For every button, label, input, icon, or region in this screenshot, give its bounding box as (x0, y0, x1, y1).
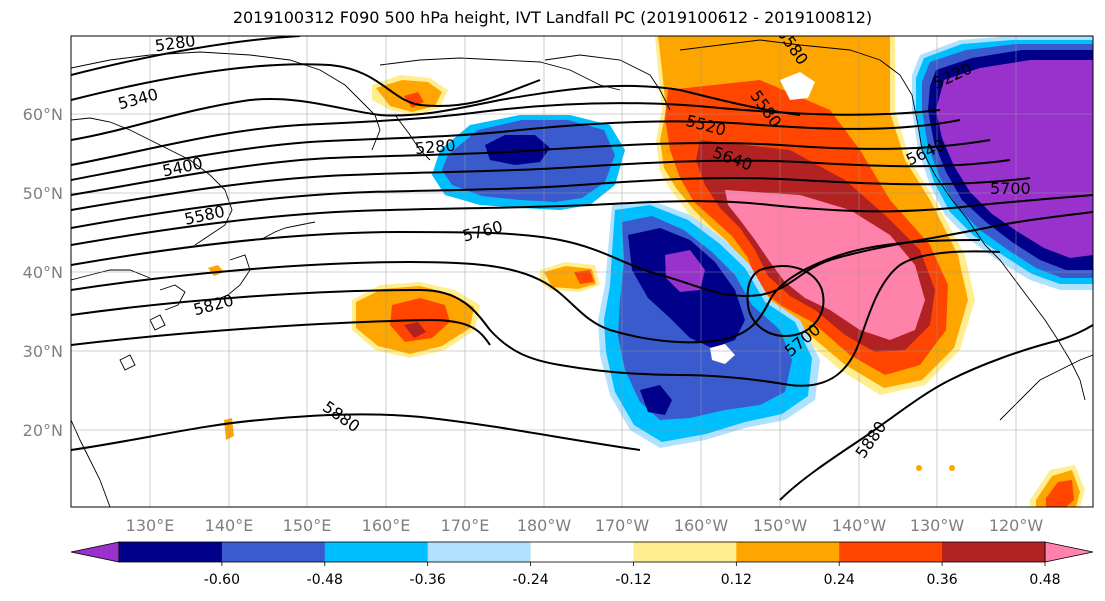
contour-label: 5280 (154, 31, 197, 55)
colorbar-tick-label: -0.48 (307, 572, 343, 588)
lon-label: 120°W (989, 516, 1044, 535)
lon-label: 170°W (595, 516, 650, 535)
lon-label: 130°E (126, 516, 175, 535)
map-title: 2019100312 F090 500 hPa height, IVT Land… (232, 8, 873, 27)
lon-label: 160°W (674, 516, 729, 535)
lon-label: 170°E (441, 516, 490, 535)
colorbar-bin (221, 542, 326, 562)
map-panel: 5280 5340 5400 5580 5820 5280 5760 5520 … (71, 31, 1093, 507)
lon-label: 160°E (362, 516, 411, 535)
colorbar-bin (633, 542, 737, 562)
longitude-labels: 130°E 140°E 150°E 160°E 170°E 180°W 170°… (126, 516, 1044, 535)
positive-anomaly-pink (725, 190, 925, 340)
colorbar-tick-label: -0.36 (410, 572, 446, 588)
colorbar-bin (119, 542, 223, 562)
lat-label: 30°N (23, 342, 63, 361)
colorbar-tick-label: 0.36 (927, 572, 958, 588)
lon-label: 180°W (517, 516, 572, 535)
colorbar-bin (839, 542, 943, 562)
lon-label: 130°W (910, 516, 965, 535)
colorbar-tick-label: 0.12 (721, 572, 752, 588)
lat-label: 40°N (23, 263, 63, 282)
lon-label: 150°W (753, 516, 808, 535)
lat-label: 20°N (23, 421, 63, 440)
colorbar-tick-label: -0.24 (512, 572, 548, 588)
colorbar-bin (736, 542, 840, 562)
lat-label: 50°N (23, 184, 63, 203)
colorbar: -0.60 -0.48 -0.36 -0.24 -0.12 0.12 0.24 0.36 0.4… (70, 541, 1094, 588)
colorbar-bin (324, 542, 429, 562)
colorbar-extend-low (70, 541, 120, 563)
colorbar-bin (530, 542, 634, 562)
colorbar-tick-label: 0.48 (1029, 572, 1060, 588)
colorbar-bin (942, 542, 1046, 562)
colorbar-tick-label: -0.60 (204, 572, 240, 588)
lon-label: 140°E (205, 516, 254, 535)
lon-label: 140°W (832, 516, 887, 535)
colorbar-tick-label: 0.24 (824, 572, 855, 588)
contour-label: 5700 (990, 179, 1031, 198)
colorbar-bin (427, 542, 532, 562)
colorbar-tick-label: -0.12 (615, 572, 651, 588)
contour-label: 5280 (414, 136, 456, 158)
lon-label: 150°E (283, 516, 332, 535)
colorbar-extend-high (1044, 541, 1094, 563)
latitude-labels: 60°N 50°N 40°N 30°N 20°N (23, 105, 63, 440)
map-frame (70, 35, 1094, 508)
colorbar-frame (118, 541, 1046, 563)
lat-label: 60°N (23, 105, 63, 124)
coastlines (71, 39, 1093, 507)
height-contours (71, 36, 1093, 501)
